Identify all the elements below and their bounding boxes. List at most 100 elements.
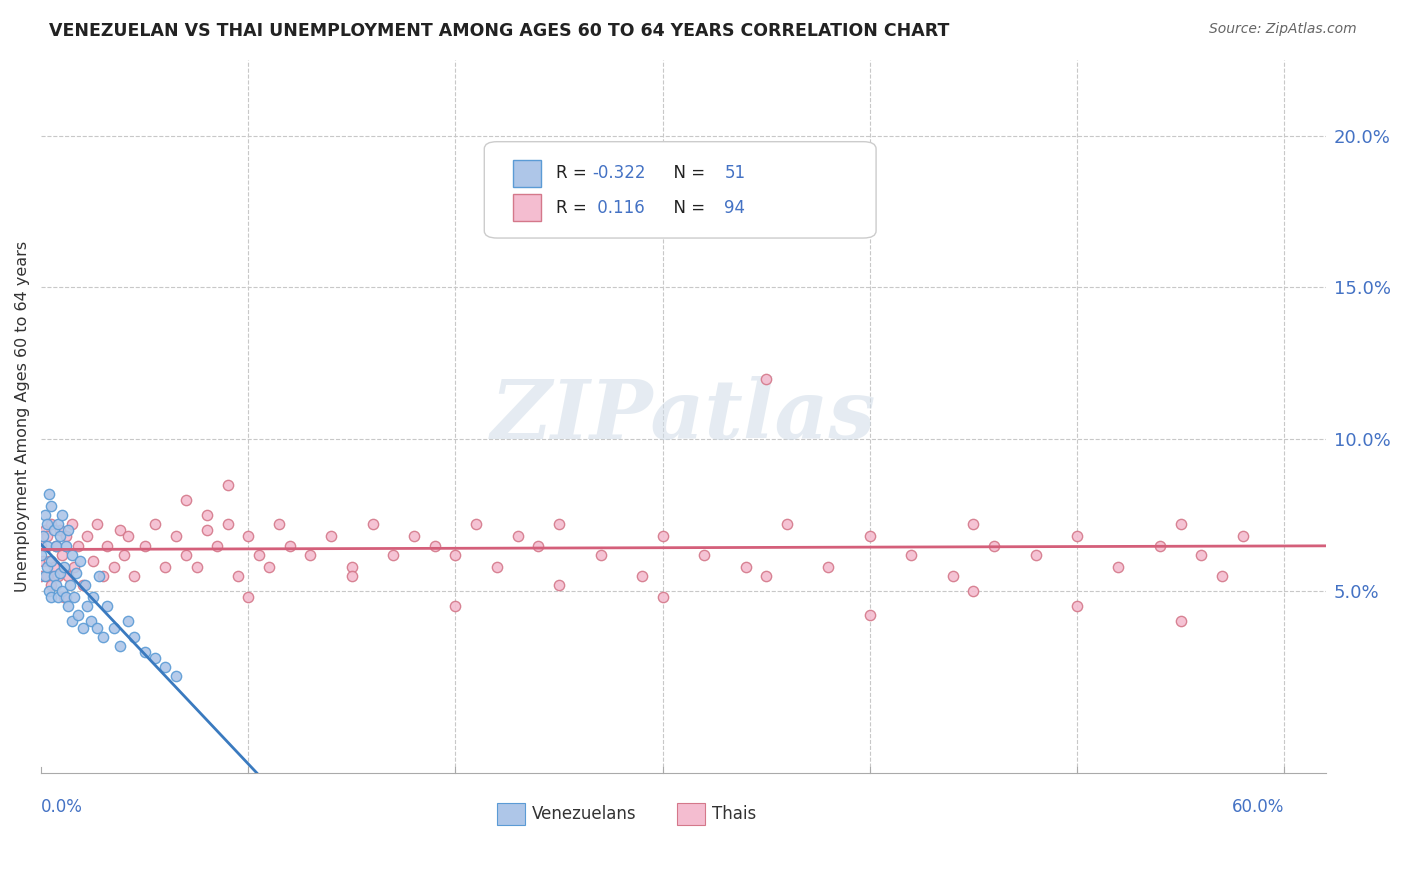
Text: 0.0%: 0.0% [41,797,83,815]
Point [485,559,508,574]
Point [444,599,467,614]
Point [108,639,131,653]
Point [444,548,467,562]
Point [238,590,260,604]
Point [30,548,52,562]
Point [1108,559,1130,574]
Point [962,517,984,532]
FancyBboxPatch shape [676,803,706,825]
Point [238,529,260,543]
Point [55,590,77,604]
Y-axis label: Unemployment Among Ages 60 to 64 years: Unemployment Among Ages 60 to 64 years [15,241,30,592]
Point [217,517,239,532]
Point [143,651,166,665]
Point [41,578,63,592]
Point [37,559,59,574]
Point [321,529,343,543]
Point [76,599,98,614]
Point [527,539,550,553]
Point [63,559,86,574]
Point [49,524,72,538]
Point [693,548,716,562]
Point [38,554,60,568]
Point [41,590,63,604]
Point [76,529,98,543]
Point [1211,569,1233,583]
Text: N =: N = [662,164,710,183]
Point [103,621,125,635]
Point [38,487,60,501]
Point [165,669,187,683]
Point [174,548,197,562]
Text: Thais: Thais [711,805,756,823]
Point [548,578,571,592]
Text: 94: 94 [724,199,745,217]
Point [86,517,108,532]
Point [124,569,146,583]
Text: 0.116: 0.116 [592,199,645,217]
Point [195,524,218,538]
Point [859,529,882,543]
Point [37,569,59,583]
Point [60,615,83,629]
Point [117,529,139,543]
Point [46,569,69,583]
Point [34,569,56,583]
Point [257,559,280,574]
Point [56,569,79,583]
Point [1066,529,1088,543]
Point [51,508,73,523]
Point [776,517,799,532]
Point [80,615,103,629]
Point [755,569,778,583]
Point [155,559,177,574]
Text: 60.0%: 60.0% [1232,797,1284,815]
Point [1170,517,1192,532]
Point [117,615,139,629]
Point [247,548,270,562]
Point [63,590,86,604]
Point [32,529,55,543]
Point [72,578,94,592]
Point [340,559,363,574]
Point [41,499,63,513]
Point [134,539,156,553]
Point [651,590,673,604]
Point [60,517,83,532]
Text: Source: ZipAtlas.com: Source: ZipAtlas.com [1209,22,1357,37]
Point [55,529,77,543]
Point [46,590,69,604]
Point [49,529,72,543]
Point [1066,599,1088,614]
Point [226,569,249,583]
Text: ZIPatlas: ZIPatlas [491,376,876,457]
Point [942,569,965,583]
Point [195,508,218,523]
Point [38,584,60,599]
Point [30,569,52,583]
Point [205,539,228,553]
Text: VENEZUELAN VS THAI UNEMPLOYMENT AMONG AGES 60 TO 64 YEARS CORRELATION CHART: VENEZUELAN VS THAI UNEMPLOYMENT AMONG AG… [49,22,949,40]
Point [67,539,90,553]
Point [382,548,405,562]
Point [1189,548,1212,562]
Point [651,529,673,543]
Point [42,569,65,583]
Point [34,508,56,523]
Point [91,630,114,644]
FancyBboxPatch shape [513,194,541,221]
Point [962,584,984,599]
Point [49,566,72,580]
Point [96,599,118,614]
FancyBboxPatch shape [484,142,876,238]
Point [859,608,882,623]
Point [269,517,291,532]
Point [755,204,778,219]
Point [42,559,65,574]
Point [340,569,363,583]
Point [423,539,446,553]
Point [65,566,87,580]
Point [59,578,82,592]
Point [45,539,67,553]
Point [96,539,118,553]
